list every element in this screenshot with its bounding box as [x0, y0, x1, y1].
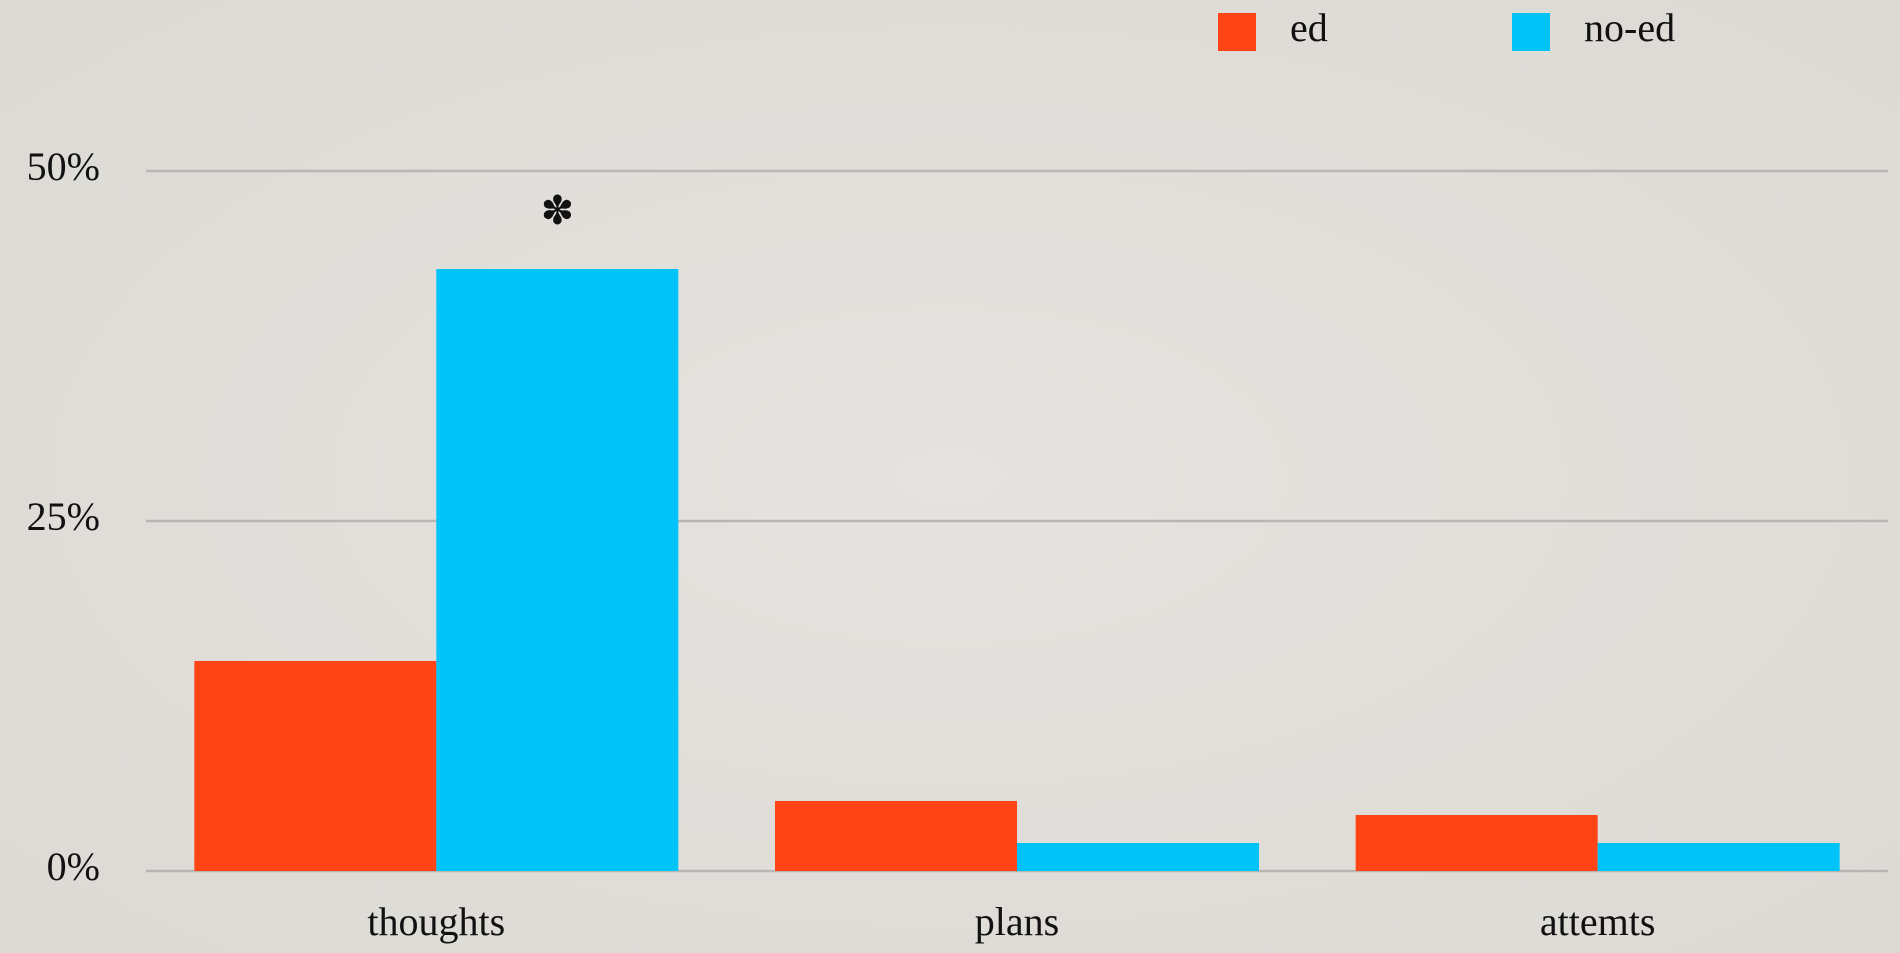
legend-swatch: [1218, 13, 1256, 51]
bar: [1355, 815, 1598, 871]
bar: [1017, 843, 1259, 871]
bar: [1597, 843, 1840, 871]
bar: [436, 269, 679, 871]
x-tick-label: plans: [975, 899, 1059, 944]
y-tick-label: 25%: [27, 494, 100, 539]
bar: [775, 801, 1017, 871]
legend-label: ed: [1290, 5, 1328, 50]
x-tick-label: thoughts: [367, 899, 505, 944]
bar: [194, 661, 437, 871]
y-tick-label: 50%: [27, 144, 100, 189]
y-tick-label: 0%: [47, 844, 100, 889]
legend-label: no-ed: [1584, 5, 1675, 50]
legend-swatch: [1512, 13, 1550, 51]
x-tick-label: attemts: [1540, 899, 1656, 944]
annotation: ✽: [541, 188, 575, 234]
